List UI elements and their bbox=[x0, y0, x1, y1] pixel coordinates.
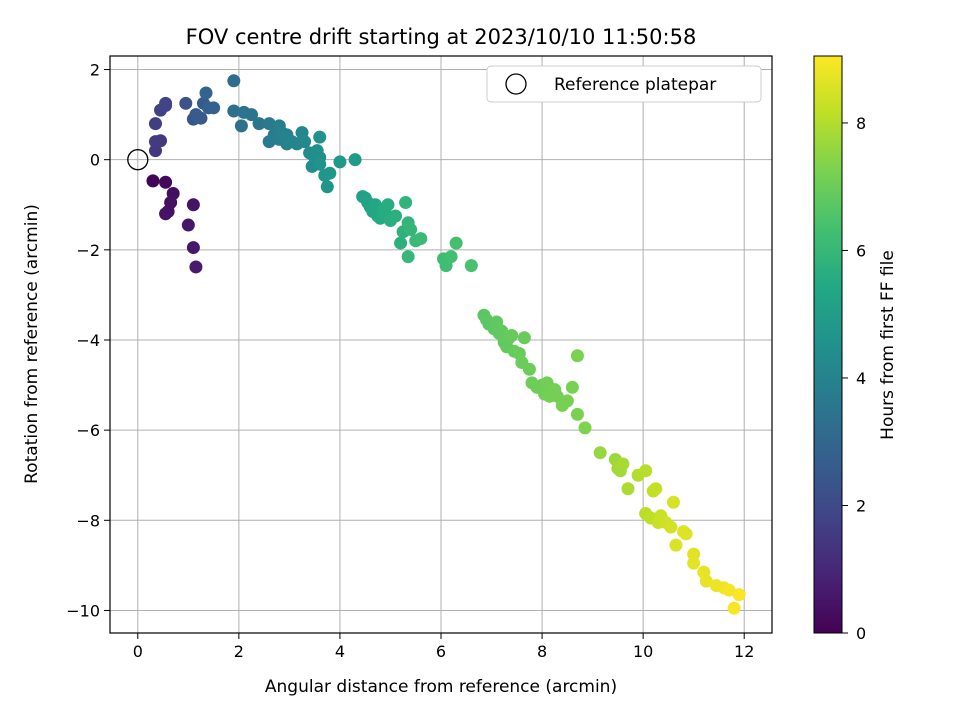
data-point bbox=[159, 207, 173, 221]
data-point bbox=[389, 209, 403, 223]
x-axis-label: Angular distance from reference (arcmin) bbox=[265, 677, 617, 697]
data-point bbox=[199, 86, 213, 100]
data-point bbox=[570, 349, 584, 363]
colorbar-ticks: 0 2 4 6 8 bbox=[842, 114, 866, 643]
data-point bbox=[181, 218, 195, 232]
data-point bbox=[179, 96, 193, 110]
data-point bbox=[699, 574, 713, 588]
data-point bbox=[244, 108, 258, 122]
data-point bbox=[666, 495, 680, 509]
data-point bbox=[159, 175, 173, 189]
legend-marker-open-circle bbox=[505, 73, 527, 95]
data-point bbox=[444, 250, 458, 264]
y-tick-label: −6 bbox=[76, 421, 100, 440]
reference-marker bbox=[127, 149, 149, 171]
data-point bbox=[616, 457, 630, 471]
legend-box bbox=[486, 65, 762, 103]
chart-title: FOV centre drift starting at 2023/10/10 … bbox=[186, 25, 697, 49]
colorbar-tick-label: 8 bbox=[856, 114, 866, 133]
x-tick-label: 6 bbox=[436, 642, 446, 661]
y-axis-ticks: −10 −8 −6 −4 −2 0 2 bbox=[66, 61, 110, 620]
data-point bbox=[449, 236, 463, 250]
y-tick-label: −10 bbox=[66, 601, 100, 620]
data-point bbox=[414, 232, 428, 246]
x-tick-label: 4 bbox=[335, 642, 345, 661]
data-point bbox=[687, 556, 701, 570]
data-point bbox=[404, 223, 418, 237]
colorbar-tick-label: 0 bbox=[856, 624, 866, 643]
x-axis-ticks: 0 2 4 6 8 10 12 bbox=[133, 633, 754, 661]
y-tick-label: −2 bbox=[76, 241, 100, 260]
data-point bbox=[621, 482, 635, 496]
colorbar-label: Hours from first FF file bbox=[878, 250, 898, 440]
data-point bbox=[227, 74, 241, 88]
x-tick-label: 10 bbox=[633, 642, 653, 661]
data-point bbox=[148, 117, 162, 131]
data-point bbox=[505, 328, 519, 342]
data-point bbox=[560, 394, 574, 408]
data-point bbox=[464, 259, 478, 273]
data-point bbox=[313, 130, 327, 144]
y-tick-label: −4 bbox=[76, 331, 100, 350]
data-point bbox=[639, 464, 653, 478]
data-point bbox=[732, 588, 746, 602]
x-tick-label: 8 bbox=[537, 642, 547, 661]
data-point bbox=[262, 117, 276, 131]
data-point bbox=[565, 380, 579, 394]
data-point bbox=[148, 135, 162, 149]
x-tick-label: 12 bbox=[734, 642, 754, 661]
colorbar-tick-label: 6 bbox=[856, 241, 866, 260]
data-point bbox=[313, 157, 327, 171]
data-point bbox=[399, 196, 413, 210]
data-point bbox=[401, 250, 415, 264]
legend-label: Reference platepar bbox=[554, 75, 716, 95]
data-point bbox=[664, 520, 678, 534]
data-point bbox=[669, 538, 683, 552]
data-point bbox=[727, 601, 741, 615]
data-point bbox=[227, 104, 241, 118]
data-point bbox=[381, 198, 395, 212]
data-point bbox=[722, 583, 736, 597]
colorbar-tick-label: 2 bbox=[856, 496, 866, 515]
legend[interactable]: Reference platepar bbox=[486, 65, 762, 103]
data-point bbox=[191, 110, 205, 124]
data-point bbox=[186, 198, 200, 212]
data-point bbox=[298, 135, 312, 149]
data-point bbox=[394, 236, 408, 250]
data-point bbox=[687, 547, 701, 561]
colorbar bbox=[813, 55, 843, 634]
data-point bbox=[207, 101, 221, 115]
data-point bbox=[146, 174, 160, 188]
data-point bbox=[522, 362, 536, 376]
data-point bbox=[234, 119, 248, 133]
data-point bbox=[570, 407, 584, 421]
x-tick-label: 2 bbox=[234, 642, 244, 661]
data-point bbox=[593, 446, 607, 460]
data-point bbox=[333, 155, 347, 169]
x-tick-label: 0 bbox=[133, 642, 143, 661]
reference-point bbox=[127, 149, 149, 171]
data-point bbox=[348, 153, 362, 167]
data-point bbox=[186, 241, 200, 255]
scatter-points bbox=[146, 74, 746, 615]
data-point bbox=[159, 96, 173, 110]
data-point bbox=[578, 421, 592, 435]
data-point bbox=[252, 117, 266, 131]
data-point bbox=[517, 331, 531, 345]
y-tick-label: 2 bbox=[90, 61, 100, 80]
data-point bbox=[649, 482, 663, 496]
data-point bbox=[323, 166, 337, 180]
data-point bbox=[679, 527, 693, 541]
data-point bbox=[148, 144, 162, 158]
data-point bbox=[320, 180, 334, 194]
y-axis-label: Rotation from reference (arcmin) bbox=[22, 204, 42, 484]
colorbar-tick-label: 4 bbox=[856, 369, 866, 388]
y-tick-label: −8 bbox=[76, 511, 100, 530]
y-tick-label: 0 bbox=[90, 151, 100, 170]
data-point bbox=[189, 260, 203, 274]
